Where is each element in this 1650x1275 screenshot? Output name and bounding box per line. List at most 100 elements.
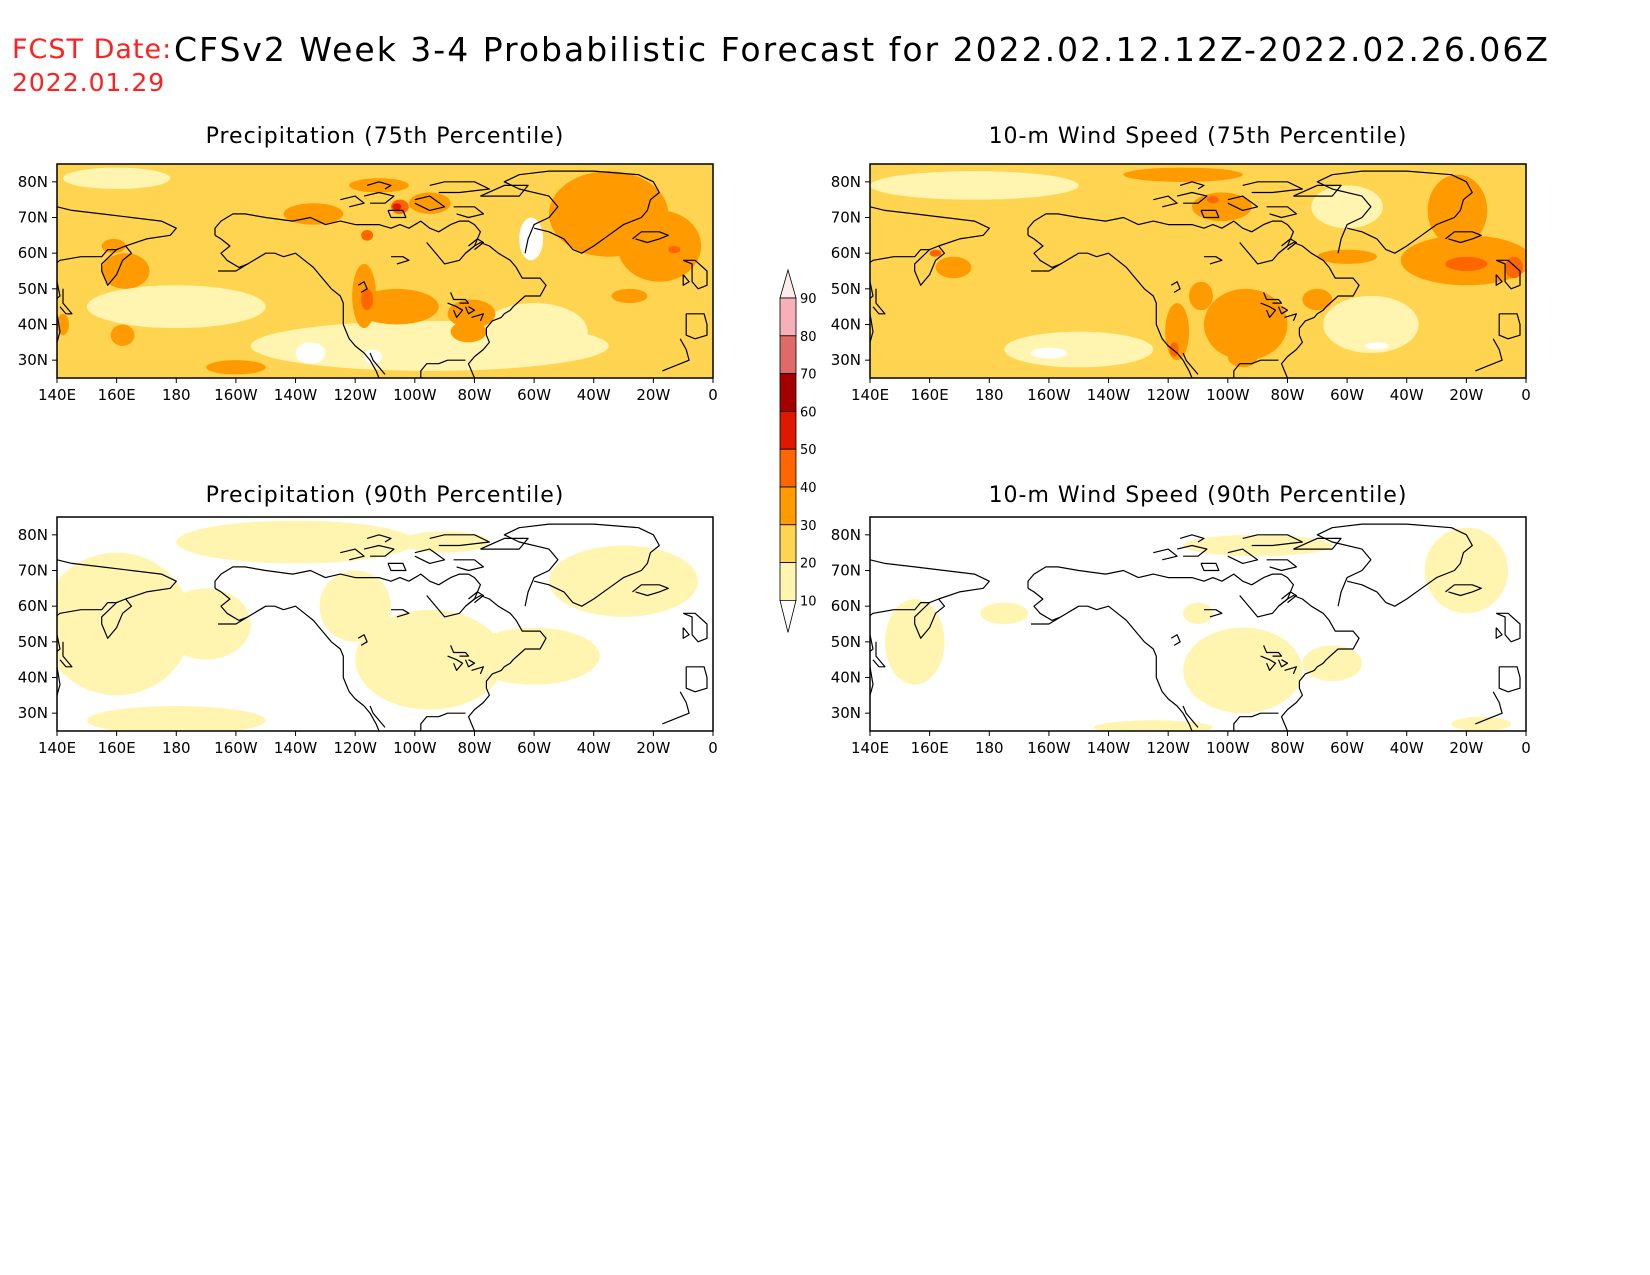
lat-tick-label: 80N <box>831 526 861 544</box>
contour-region <box>1169 342 1179 357</box>
coastline <box>447 655 464 671</box>
coastline <box>387 209 407 219</box>
coastline <box>369 352 386 375</box>
contour-region <box>1451 716 1512 731</box>
colorbar-label: 90 <box>800 292 817 307</box>
lon-tick-label: 180 <box>975 739 1004 757</box>
contour-region <box>1203 288 1288 361</box>
lon-tick-label: 180 <box>162 739 191 757</box>
map-precip-90: 140E 160E 180 160W 140W 120W 100W 80W 60W 40W 20W 0… <box>18 516 718 757</box>
coastline <box>1498 313 1521 340</box>
lat-tick-label: 50N <box>18 633 48 651</box>
coastline <box>1281 238 1297 251</box>
lat-tick-label: 30N <box>831 704 861 722</box>
lon-tick-label: 60W <box>517 739 551 757</box>
contour-region <box>1206 196 1219 204</box>
lon-tick-label: 140W <box>1087 386 1131 404</box>
contour-region <box>1364 342 1389 350</box>
map-precip-75: 140E 160E 180 160W 140W 120W 100W 80W 60W 40W 20W 0… <box>18 163 718 404</box>
coastline <box>420 359 466 378</box>
coastline <box>59 641 73 668</box>
coastline <box>1284 666 1297 675</box>
coastline <box>503 170 660 254</box>
coastline <box>1263 292 1283 304</box>
coastline <box>468 238 484 251</box>
coastline <box>453 559 484 572</box>
coastline <box>420 712 466 731</box>
coastline <box>1263 645 1283 657</box>
coastline <box>682 612 708 643</box>
contour-region <box>450 320 487 343</box>
coastline <box>1495 612 1521 643</box>
contour-region <box>408 192 451 214</box>
colorbar-label: 40 <box>800 481 817 496</box>
coastline <box>391 256 410 265</box>
lon-tick-label: 40W <box>1390 386 1424 404</box>
lon-tick-label: 140W <box>1087 739 1131 757</box>
coastline <box>1060 252 1193 378</box>
lon-tick-label: 140E <box>38 739 76 757</box>
coastline <box>357 281 368 293</box>
contour-region <box>1424 527 1509 614</box>
lon-tick-label: 80W <box>457 386 491 404</box>
contour-region <box>1031 347 1067 359</box>
lon-tick-label: 100W <box>1206 739 1250 757</box>
lon-tick-label: 140E <box>38 386 76 404</box>
colorbar-label: 20 <box>800 557 817 572</box>
lon-tick-label: 0 <box>1521 386 1531 404</box>
map-frame <box>869 516 1527 732</box>
lat-tick-label: 70N <box>831 209 861 227</box>
panel-title-wind-75: 10-m Wind Speed (75th Percentile) <box>988 124 1408 149</box>
contour-region <box>1123 167 1243 182</box>
coastline <box>1445 231 1482 244</box>
contour-region <box>1189 281 1213 311</box>
contour-region <box>206 360 266 375</box>
colorbar-top-triangle <box>779 268 797 299</box>
lon-tick-label: 20W <box>636 739 670 757</box>
lon-tick-label: 60W <box>1330 739 1364 757</box>
figure-title: CFSv2 Week 3-4 Probabilistic Forecast fo… <box>174 30 1550 69</box>
lon-tick-label: 100W <box>1206 386 1250 404</box>
lon-tick-label: 140W <box>274 739 318 757</box>
lat-tick-label: 80N <box>18 526 48 544</box>
coastline <box>1153 195 1178 208</box>
contour-region <box>1004 331 1154 368</box>
lat-tick-label: 40N <box>831 669 861 687</box>
coastline <box>450 645 470 657</box>
lon-tick-label: 120W <box>333 386 377 404</box>
lat-tick-label: 50N <box>831 633 861 651</box>
contour-region <box>480 303 588 361</box>
contour-region <box>349 178 409 193</box>
coastline <box>369 705 386 728</box>
coastline <box>247 605 380 731</box>
coastline <box>391 609 410 618</box>
coastline <box>1260 302 1277 318</box>
map-wind-75: 140E 160E 180 160W 140W 120W 100W 80W 60W 40W 20W 0… <box>831 163 1531 404</box>
coastline <box>1278 594 1360 731</box>
lon-tick-label: 100W <box>393 739 437 757</box>
coastline <box>1204 256 1223 265</box>
coastline <box>429 534 490 547</box>
lon-tick-label: 120W <box>1146 739 1190 757</box>
contour-region <box>1302 645 1362 682</box>
coastline <box>1227 548 1259 564</box>
contour-region <box>361 288 374 311</box>
coastline <box>429 181 490 194</box>
coastline <box>465 594 547 731</box>
probability-fill <box>870 517 1526 731</box>
contour-region <box>101 238 126 254</box>
coastline <box>682 259 708 290</box>
lat-tick-label: 80N <box>18 173 48 191</box>
coastline <box>1027 234 1062 272</box>
lat-tick-label: 80N <box>831 173 861 191</box>
coastline <box>1293 537 1342 550</box>
colorbar-segment <box>779 524 797 563</box>
colorbar-label: 60 <box>800 405 817 420</box>
map-frame <box>869 163 1527 379</box>
contour-region <box>668 246 681 254</box>
contour-region <box>468 627 600 685</box>
contour-region <box>176 520 415 564</box>
coastline <box>366 181 392 190</box>
coastline <box>1316 523 1473 607</box>
contour-region <box>870 171 1079 200</box>
